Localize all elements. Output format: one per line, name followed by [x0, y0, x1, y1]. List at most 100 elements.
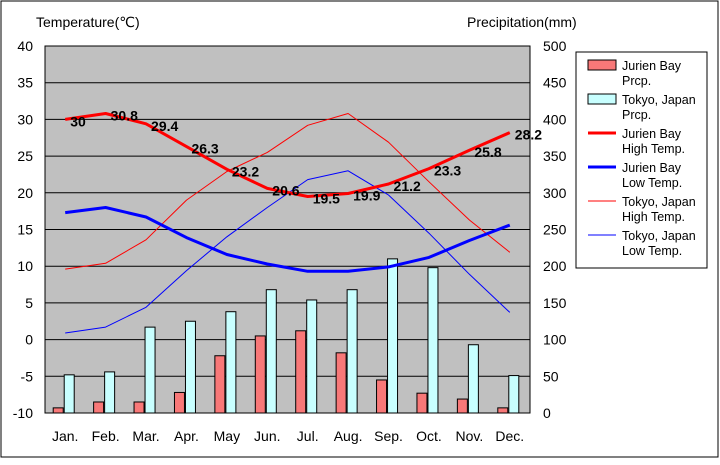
- right-axis-ticks: 0 50 100 150 200 250 300 350 400 450 500: [543, 38, 567, 421]
- legend-label: Low Temp.: [622, 244, 682, 258]
- data-label: 19.9: [353, 188, 380, 204]
- precip-bar: [467, 344, 479, 414]
- precip-bar: [93, 401, 105, 414]
- legend-swatch: [587, 59, 617, 71]
- precip-bar: [387, 258, 399, 414]
- data-label: 19.5: [313, 190, 340, 206]
- data-labels: 30 30.8 29.4 26.3 23.2 20.6 19.5 19.9 21.2 23.3 25…: [70, 108, 542, 207]
- temperature-line: [65, 206, 511, 273]
- left-tick-label: 35: [17, 75, 33, 91]
- data-label: 26.3: [191, 141, 218, 157]
- right-tick-label: 500: [543, 38, 567, 54]
- x-tick-label: Nov.: [456, 428, 484, 444]
- right-tick-label: 100: [543, 332, 567, 348]
- precip-bar: [335, 352, 347, 414]
- left-tick-label: 40: [17, 38, 33, 54]
- x-tick-label: May: [214, 428, 240, 444]
- precip-bar: [254, 335, 266, 414]
- legend-label: Jurien Bay: [622, 161, 682, 175]
- legend-label: Jurien Bay: [622, 59, 682, 73]
- x-tick-label: Dec.: [495, 428, 524, 444]
- right-tick-label: 250: [543, 222, 567, 238]
- precip-bar: [295, 330, 307, 414]
- precip-bar: [144, 326, 156, 414]
- x-tick-label: Jul.: [297, 428, 319, 444]
- data-label: 29.4: [151, 118, 178, 134]
- legend-label: Tokyo, Japan: [622, 93, 696, 107]
- left-tick-label: 0: [25, 332, 33, 348]
- x-axis-ticks: Jan. Feb. Mar. Apr. May Jun. Jul. Aug. Sep. Oct. N…: [52, 428, 524, 444]
- precipitation-bars: [52, 258, 520, 414]
- precip-bar: [214, 355, 226, 414]
- right-tick-label: 350: [543, 148, 567, 164]
- legend-swatch: [587, 93, 617, 105]
- precip-bar: [63, 374, 75, 414]
- legend-label: Jurien Bay: [622, 127, 682, 141]
- left-tick-label: 5: [25, 295, 33, 311]
- precip-bar: [456, 398, 468, 414]
- left-tick-label: 25: [17, 148, 33, 164]
- precip-bar: [104, 371, 116, 414]
- legend-label: Low Temp.: [622, 176, 682, 190]
- data-label: 28.2: [515, 127, 542, 143]
- left-tick-label: 20: [17, 185, 33, 201]
- data-label: 30.8: [111, 108, 138, 124]
- precip-bar: [184, 320, 196, 414]
- legend-label: Tokyo, Japan: [622, 229, 696, 243]
- left-axis-ticks: -10 -5 0 5 10 15 20 25 30 35 40: [13, 38, 33, 421]
- x-tick-label: Jan.: [52, 428, 78, 444]
- right-tick-label: 450: [543, 75, 567, 91]
- precip-bar: [427, 267, 439, 414]
- legend-label: High Temp.: [622, 142, 685, 156]
- data-label: 23.3: [434, 163, 461, 179]
- precip-bar: [346, 289, 358, 414]
- x-tick-label: Aug.: [334, 428, 363, 444]
- data-label: 21.2: [394, 178, 421, 194]
- legend-label: High Temp.: [622, 210, 685, 224]
- precip-bar: [52, 407, 64, 414]
- gridlines: [45, 82, 530, 377]
- right-tick-label: 0: [543, 405, 551, 421]
- left-tick-label: -5: [21, 368, 34, 384]
- left-tick-label: 15: [17, 222, 33, 238]
- x-tick-label: Oct.: [416, 428, 442, 444]
- x-tick-label: Jun.: [254, 428, 280, 444]
- right-axis-title: Precipitation(mm): [467, 14, 577, 30]
- legend-label: Prcp.: [622, 108, 651, 122]
- temperature-lines: [64, 112, 511, 334]
- data-label: 20.6: [272, 182, 299, 198]
- right-tick-label: 150: [543, 295, 567, 311]
- data-label: 23.2: [232, 163, 259, 179]
- precip-bar: [173, 391, 185, 414]
- x-tick-label: Mar.: [132, 428, 159, 444]
- precip-bar: [497, 407, 509, 414]
- precip-bar: [265, 289, 277, 414]
- x-tick-label: Sep.: [374, 428, 403, 444]
- precip-bar: [416, 392, 428, 414]
- precip-bar: [225, 311, 237, 414]
- right-tick-label: 300: [543, 185, 567, 201]
- right-tick-label: 50: [543, 368, 559, 384]
- precip-bar: [133, 401, 145, 414]
- left-axis-title: Temperature(℃): [36, 14, 140, 30]
- left-tick-label: -10: [13, 405, 33, 421]
- precip-bar: [508, 375, 520, 414]
- legend-box: [575, 51, 708, 269]
- x-tick-label: Feb.: [92, 428, 120, 444]
- left-tick-label: 30: [17, 111, 33, 127]
- left-tick-label: 10: [17, 258, 33, 274]
- precip-bar: [306, 299, 318, 414]
- precip-bar: [376, 379, 388, 414]
- data-label: 25.8: [474, 144, 501, 160]
- data-label: 30: [70, 113, 86, 129]
- right-tick-label: 200: [543, 258, 567, 274]
- x-tick-label: Apr.: [174, 428, 199, 444]
- temperature-line: [65, 113, 511, 270]
- legend-label: Tokyo, Japan: [622, 195, 696, 209]
- right-tick-label: 400: [543, 111, 567, 127]
- legend-label: Prcp.: [622, 74, 651, 88]
- temperature-line: [64, 112, 511, 198]
